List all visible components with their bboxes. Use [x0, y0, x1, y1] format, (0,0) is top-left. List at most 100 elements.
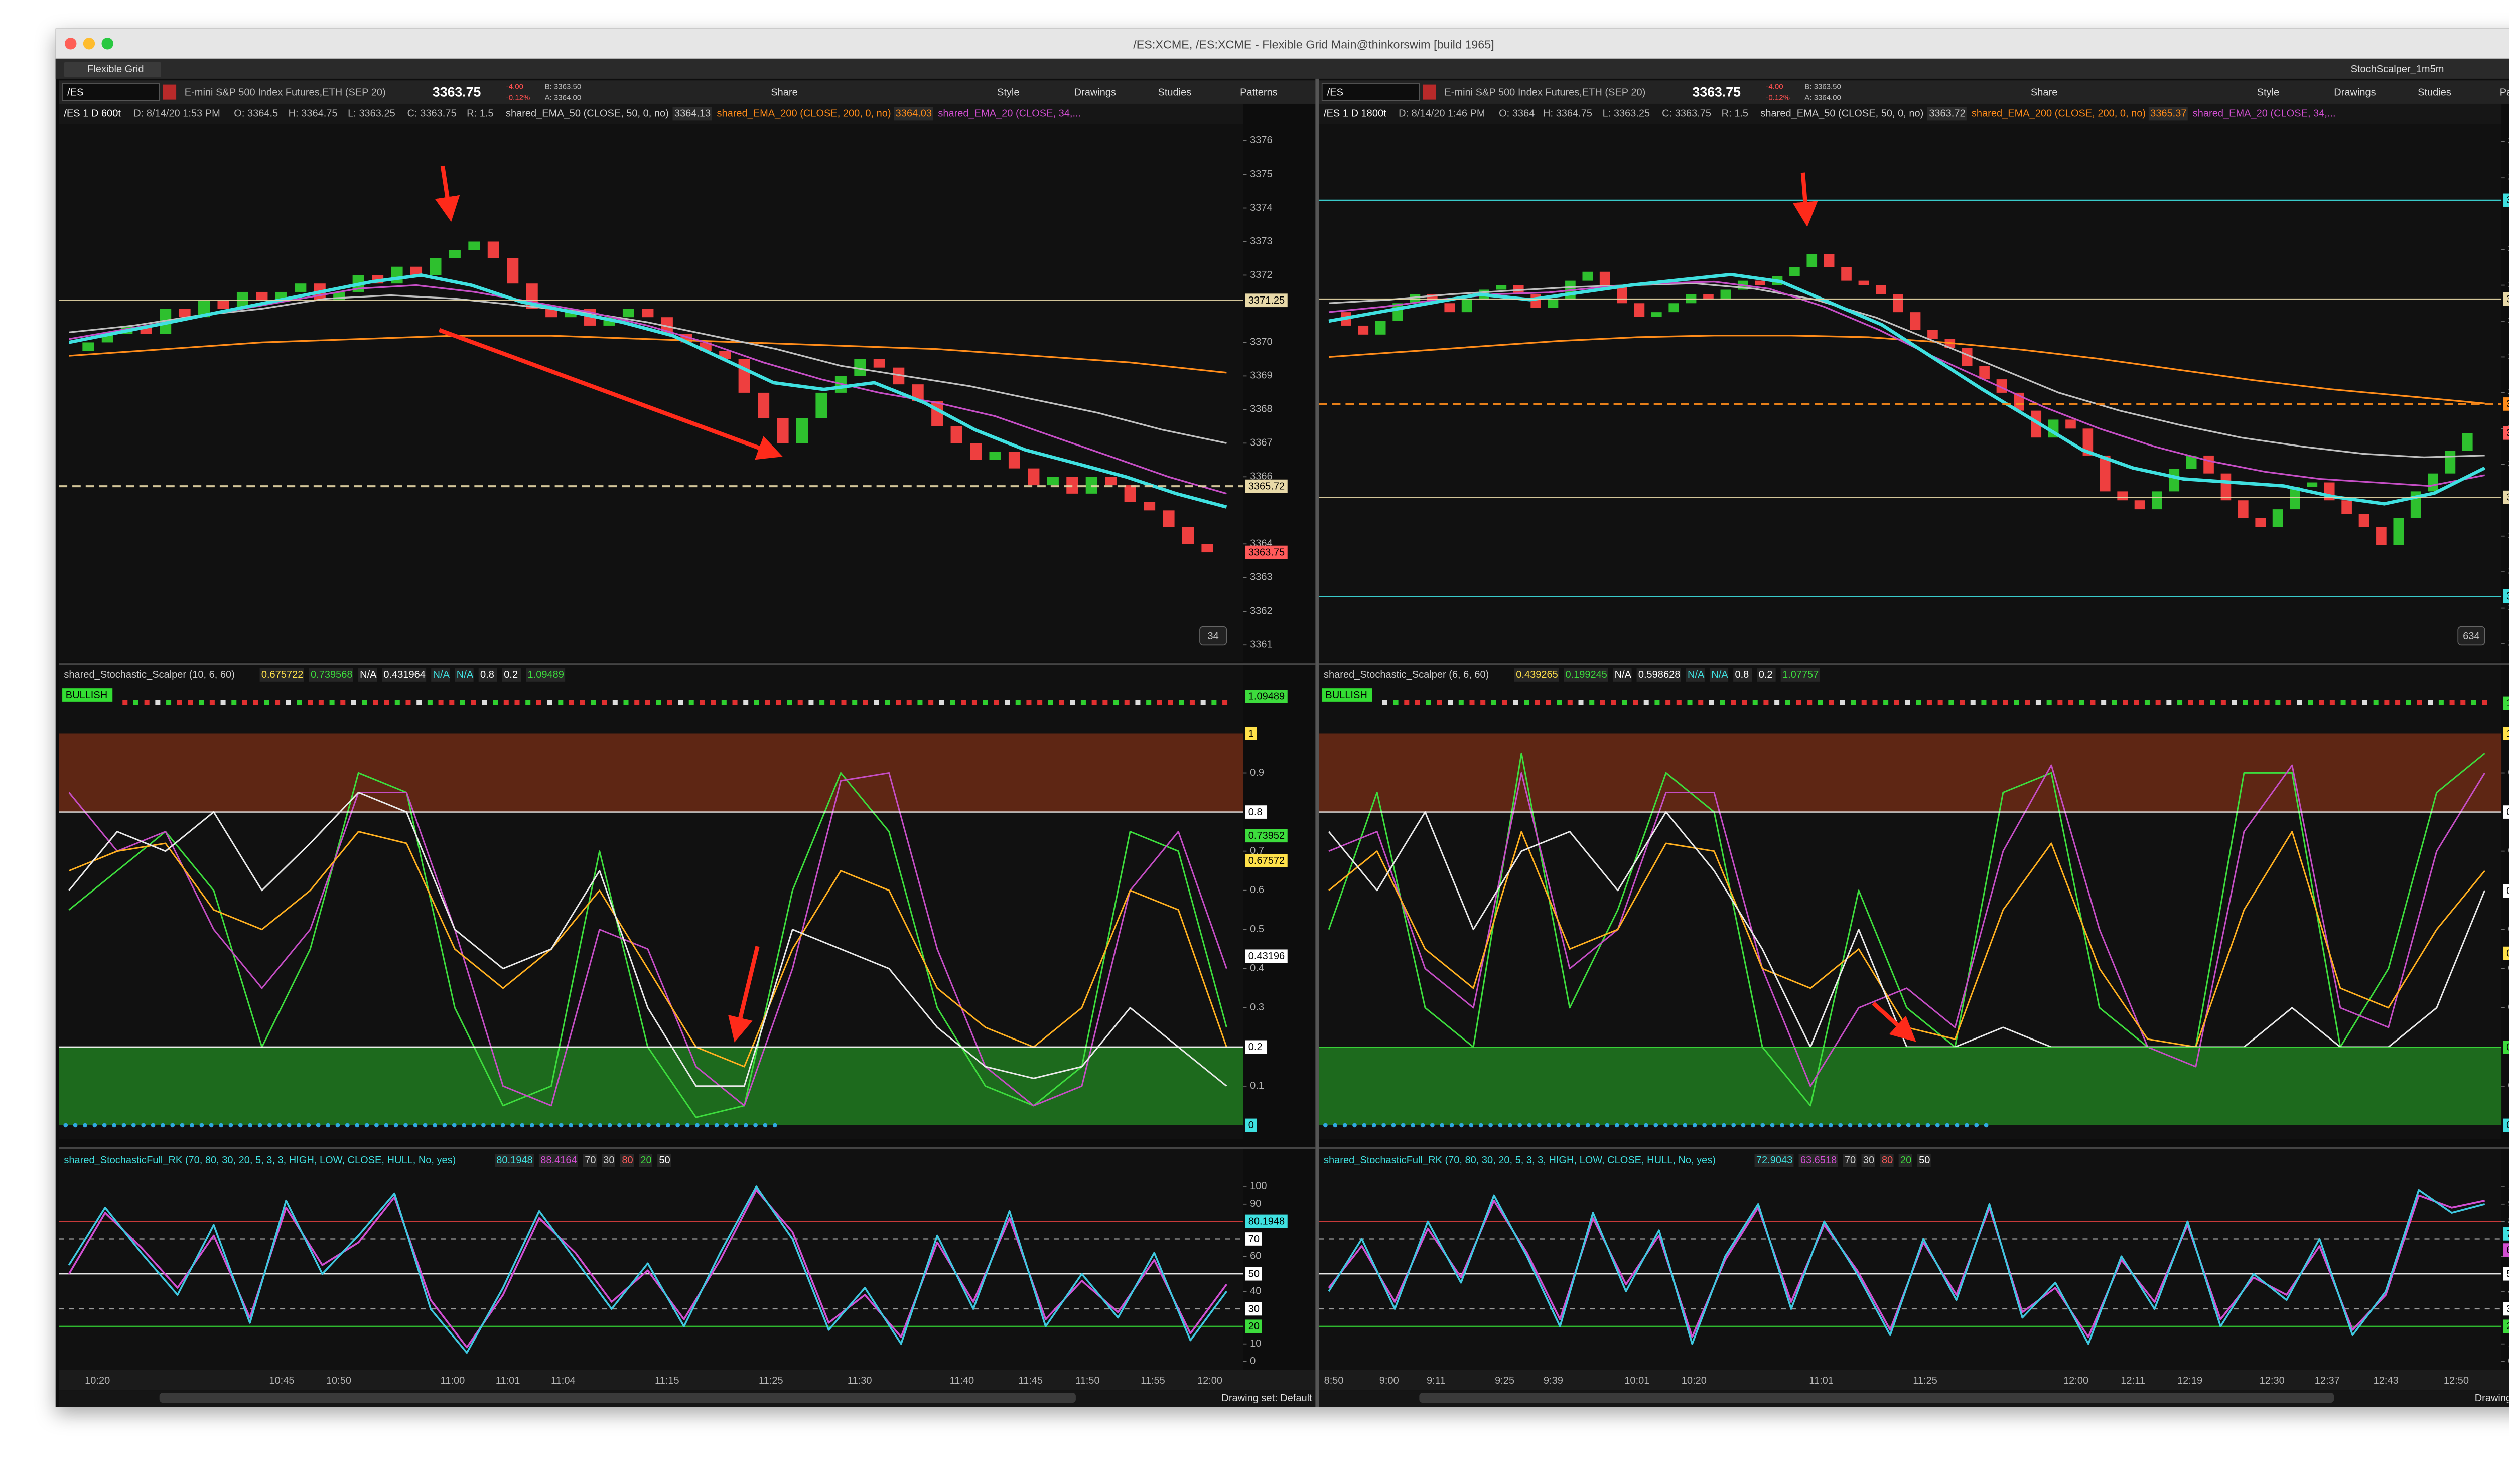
signal-dot	[2079, 700, 2084, 705]
toolbar-button[interactable]: Studies	[1158, 87, 1192, 98]
signal-dot	[1578, 700, 1584, 705]
candle	[2203, 455, 2214, 474]
toolbar-button[interactable]: Style	[997, 87, 1019, 98]
toolbar-button[interactable]: Share	[2031, 87, 2057, 98]
signal-dot	[939, 700, 944, 705]
signal-dot	[231, 700, 237, 705]
tab-label[interactable]: Flexible Grid	[87, 64, 144, 75]
bottom-dot	[92, 1123, 97, 1128]
study-value-bg	[672, 107, 712, 121]
bottom-dot	[384, 1123, 389, 1128]
signal-dot	[983, 700, 988, 705]
symbol[interactable]: /ES	[1327, 87, 1343, 98]
price-tag	[2503, 1319, 2509, 1333]
bottom-dot	[1683, 1123, 1688, 1128]
study-value: 3363.72	[1929, 108, 1965, 119]
signal-dot	[242, 700, 247, 705]
price-tag-label: 1.07757	[2506, 698, 2509, 709]
signal-dot	[1059, 700, 1064, 705]
price-tag	[2503, 1041, 2509, 1054]
signal-dot	[1048, 700, 1053, 705]
zone	[59, 733, 1243, 812]
bottom-dot	[520, 1123, 525, 1128]
scrollbar[interactable]	[1419, 1393, 2334, 1403]
toolbar-button[interactable]: Style	[2257, 87, 2280, 98]
y-tick-label: 0.5	[2508, 924, 2509, 935]
bottom-dot	[491, 1123, 496, 1128]
bottom-dot	[753, 1123, 758, 1128]
bottom-dot	[1731, 1123, 1736, 1128]
price-tag-label: 72.9043	[2506, 1229, 2509, 1240]
signal-dot	[971, 700, 977, 705]
candle	[2100, 455, 2111, 492]
header-chip	[1686, 668, 1705, 682]
minimize-button[interactable]	[83, 38, 95, 50]
info-bar	[1319, 103, 2502, 124]
bottom-dot	[131, 1123, 136, 1128]
tab[interactable]	[64, 62, 162, 77]
candle	[1008, 452, 1020, 469]
toolbar-button[interactable]: Share	[771, 87, 797, 98]
bottom-dot	[510, 1123, 515, 1128]
signal-dot	[1135, 700, 1141, 705]
full-area	[1319, 1149, 2502, 1370]
scrollbar[interactable]	[159, 1393, 1076, 1403]
bottom-dot	[1527, 1123, 1532, 1128]
window-title: /ES:XCME, /ES:XCME - Flexible Grid Main@…	[1133, 38, 1494, 51]
study-header: 0.439265	[1516, 669, 1558, 680]
candle	[815, 392, 827, 418]
symbol[interactable]: /ES	[67, 87, 83, 98]
study-header: 1.09489	[528, 669, 564, 680]
signal-dot	[2166, 700, 2172, 705]
signal-dot	[199, 700, 204, 705]
candle	[1047, 477, 1059, 486]
signal-dot	[1026, 700, 1032, 705]
toolbar-button[interactable]: Drawings	[2334, 87, 2376, 98]
info-item: L: 3363.25	[348, 108, 395, 119]
signal-dot	[1622, 700, 1627, 705]
ema-line	[1328, 282, 2485, 459]
layout-name[interactable]: StochScalper_1m5m	[2351, 64, 2444, 75]
signal-dot	[1981, 700, 1987, 705]
price-tag	[1245, 1319, 1262, 1333]
price-tag-label: 1	[2506, 728, 2509, 739]
candle	[1927, 330, 1938, 339]
y-tick-label: 0.9	[2508, 767, 2509, 778]
candle	[2134, 500, 2145, 510]
candle	[1824, 254, 1835, 267]
zone	[1319, 733, 2502, 812]
price-tag-label: 20	[2506, 1321, 2509, 1332]
zoom-button[interactable]	[101, 38, 113, 50]
signal-dot	[1818, 700, 1823, 705]
toolbar-button[interactable]: Patterns	[2500, 87, 2509, 98]
signal-dot	[2395, 700, 2401, 705]
x-tick-label: 11:25	[759, 1375, 783, 1386]
symbol-box[interactable]	[1321, 83, 1420, 101]
bottom-dot	[306, 1123, 311, 1128]
signal-dot	[2243, 700, 2248, 705]
signal-dot	[2438, 700, 2444, 705]
bottom-dot	[1702, 1123, 1707, 1128]
study-header: 30	[603, 1155, 614, 1166]
price-tag-label: 3376.75	[2506, 195, 2509, 206]
y-tick-label: 10	[1250, 1338, 1261, 1349]
candle	[468, 241, 480, 250]
candle	[642, 309, 654, 318]
toolbar-button[interactable]: Patterns	[1240, 87, 1278, 98]
ema-line	[68, 273, 1227, 509]
bottom-dot	[423, 1123, 428, 1128]
signal-dot	[1015, 700, 1021, 705]
signal-dot	[394, 700, 400, 705]
signal-dot	[1523, 700, 1529, 705]
header-chip	[455, 668, 474, 682]
toolbar-button[interactable]: Studies	[2418, 87, 2451, 98]
signal-bg	[1322, 688, 1372, 702]
signal-dot	[1179, 700, 1184, 705]
bottom-dot	[743, 1123, 748, 1128]
price-tag-label: 0.59863	[2506, 885, 2509, 897]
bottom-dot	[180, 1123, 185, 1128]
toolbar-button[interactable]: Drawings	[1074, 87, 1116, 98]
close-button[interactable]	[65, 38, 77, 50]
info-item: H: 3364.75	[1543, 108, 1592, 119]
symbol-box[interactable]	[62, 83, 160, 101]
